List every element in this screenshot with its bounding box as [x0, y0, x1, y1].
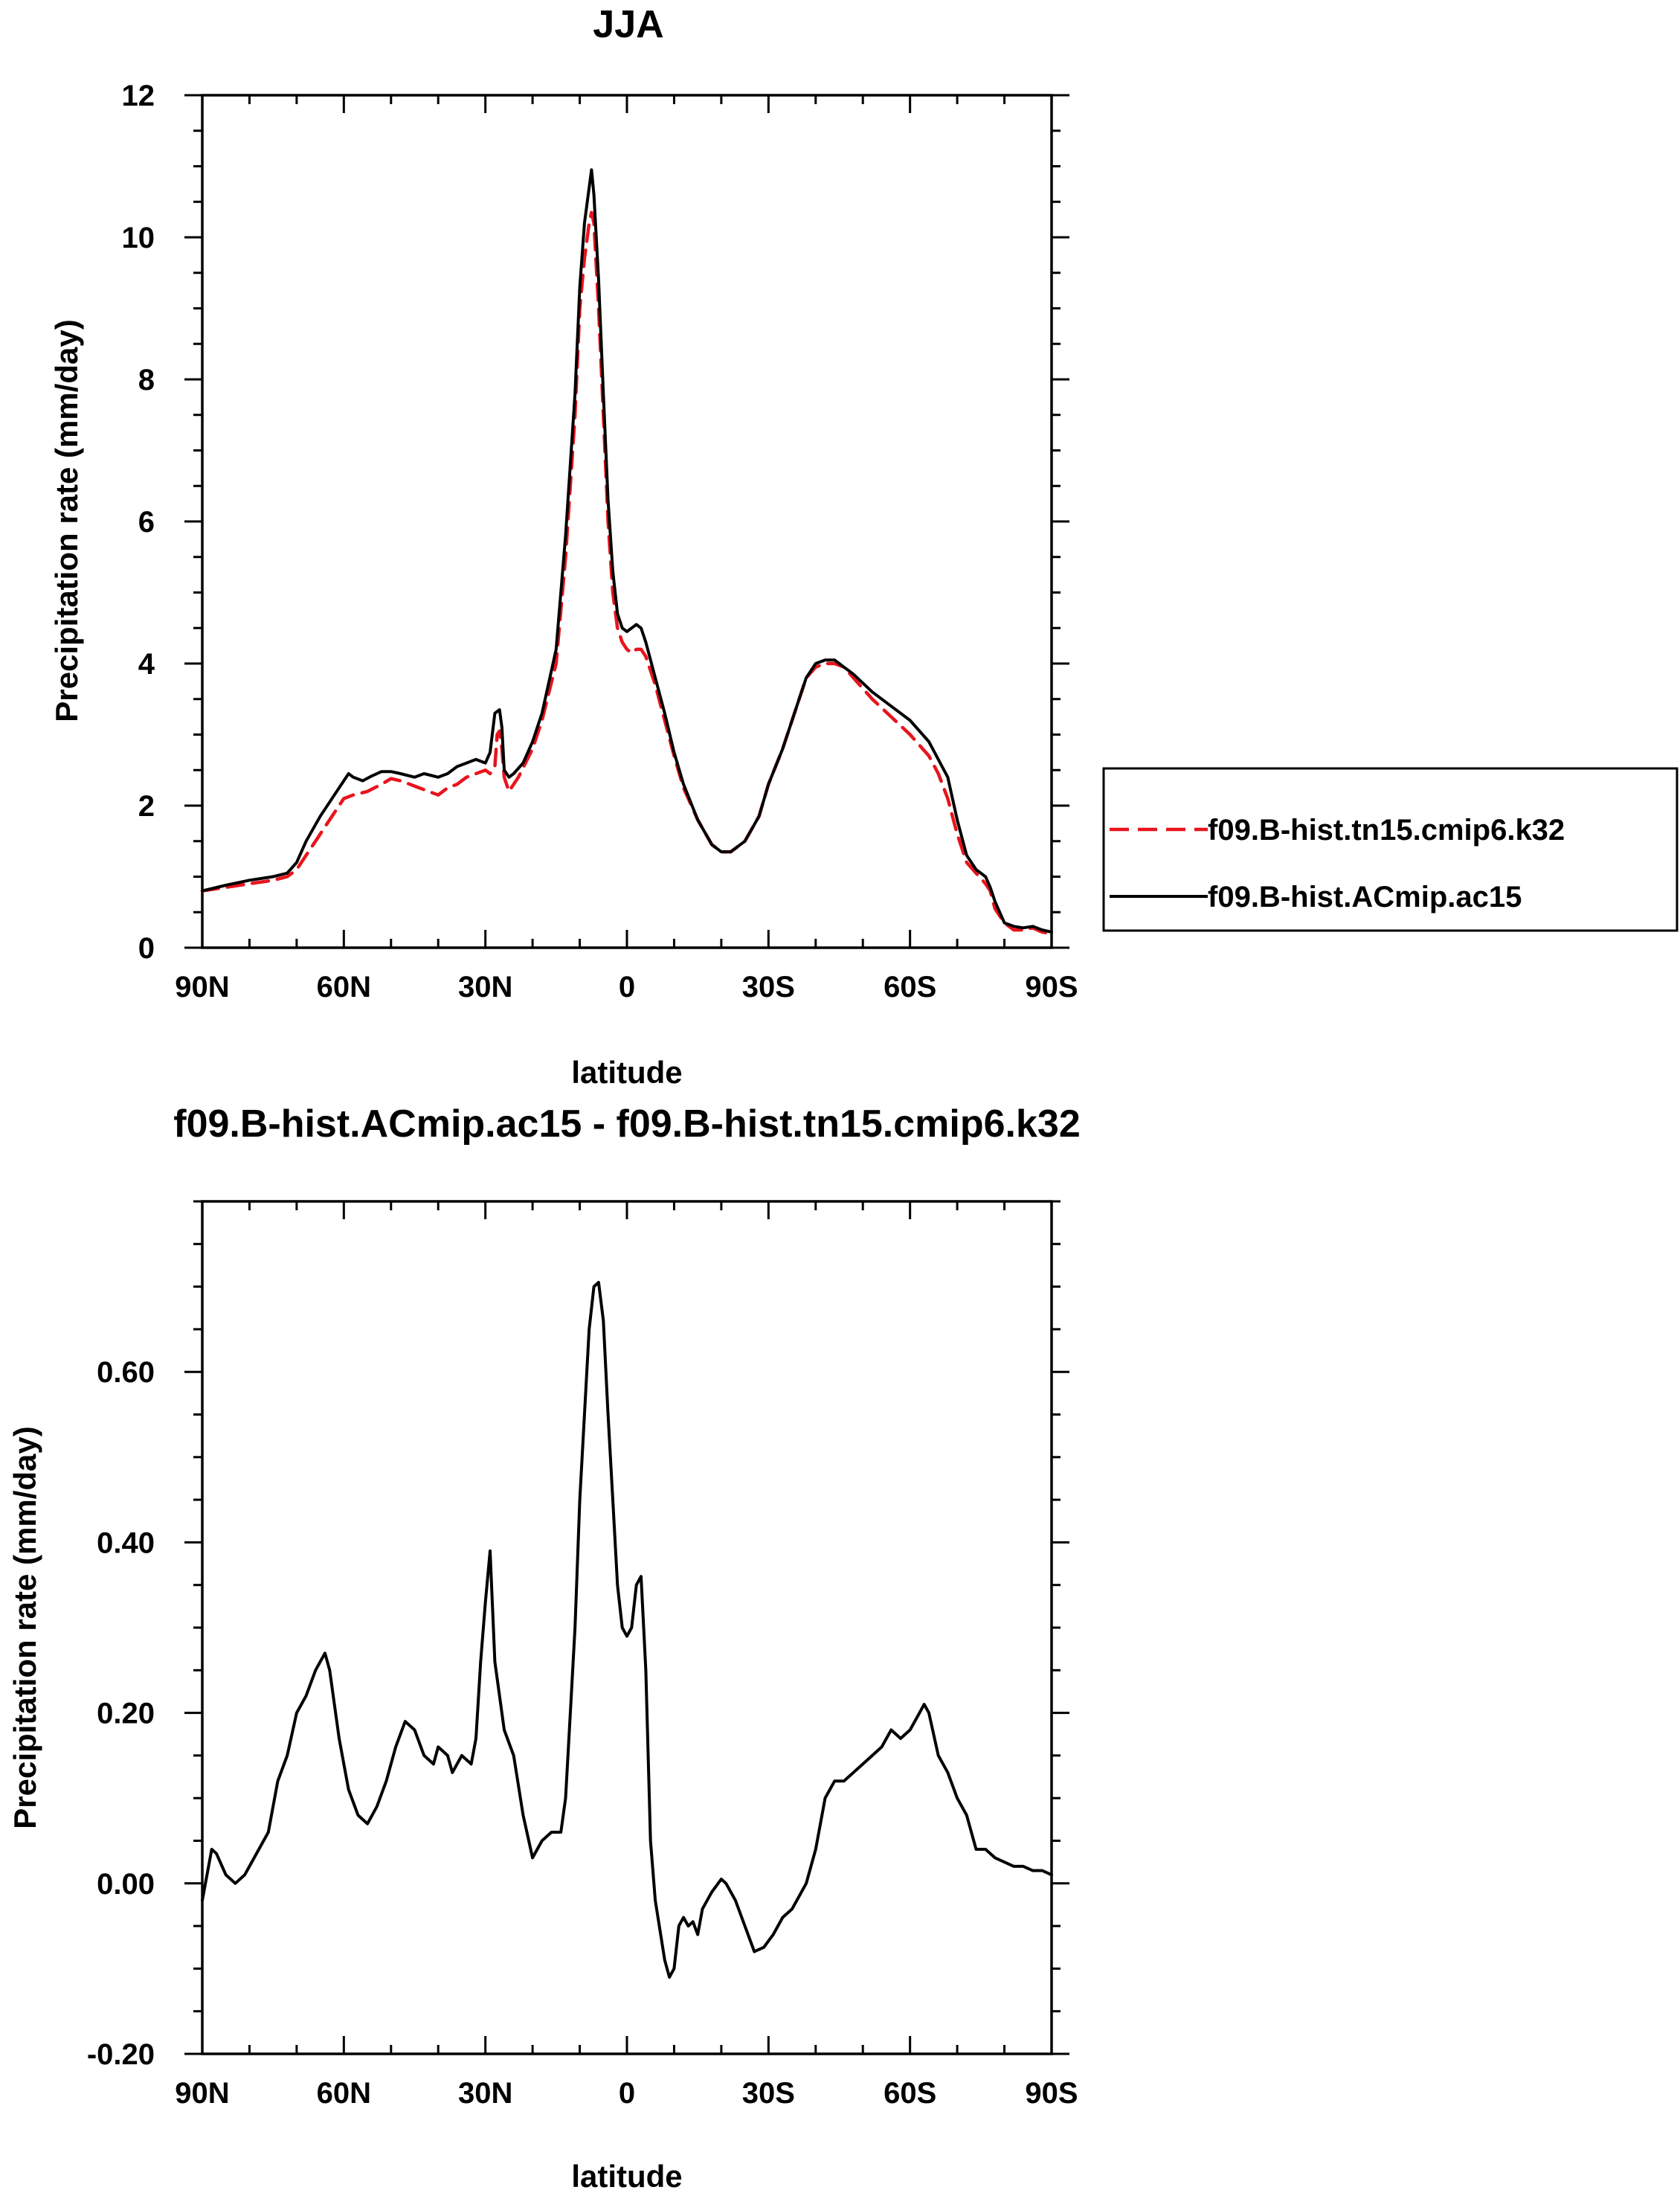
- x-tick-label: 90N: [175, 2077, 229, 2110]
- x-tick-label: 90S: [1025, 2077, 1078, 2110]
- legend-box: [1102, 767, 1679, 932]
- top-axis-ticks: [184, 94, 1069, 949]
- x-tick-label: 30N: [458, 2077, 512, 2110]
- series-line-0: [201, 1280, 1053, 1979]
- x-tick-label: 90S: [1025, 971, 1078, 1004]
- y-tick-label: 0: [138, 932, 155, 965]
- x-tick-label: 60S: [884, 971, 936, 1004]
- y-tick-label: 0.00: [97, 1868, 155, 1901]
- x-tick-label: 30N: [458, 971, 512, 1004]
- bottom-x-axis-label: latitude: [571, 2159, 682, 2190]
- x-tick-label: 0: [619, 2077, 635, 2110]
- y-tick-label: 8: [138, 364, 155, 396]
- legend: f09.B-hist.tn15.cmip6.k32 f09.B-hist.ACm…: [1102, 767, 1679, 932]
- y-tick-label: -0.20: [87, 2038, 155, 2071]
- bottom-tick-labels: 90N 60N 30N 0 30S 60S 90S -0.20 0.00 0.20 0.40 0.60: [87, 1356, 1078, 2110]
- y-tick-label: 0.60: [97, 1356, 155, 1389]
- x-tick-label: 60S: [884, 2077, 936, 2110]
- top-y-axis-label: Precipitation rate (mm/day): [49, 319, 84, 722]
- bottom-y-axis-label: Precipitation rate (mm/day): [7, 1426, 42, 1828]
- y-tick-label: 12: [122, 80, 155, 112]
- legend-label-tn15: f09.B-hist.tn15.cmip6.k32: [1208, 814, 1565, 847]
- x-tick-label: 60N: [317, 2077, 371, 2110]
- top-x-axis-label: latitude: [571, 1055, 682, 1090]
- y-tick-label: 4: [138, 648, 155, 681]
- x-tick-label: 30S: [742, 2077, 795, 2110]
- x-tick-label: 90N: [175, 971, 229, 1004]
- series-line-0: [200, 211, 1054, 936]
- series-line-1: [201, 168, 1053, 934]
- bottom-chart-title: f09.B-hist.ACmip.ac15 - f09.B-hist.tn15.…: [173, 1102, 1081, 1146]
- bottom-series: [201, 1280, 1053, 1979]
- legend-label-acmip: f09.B-hist.ACmip.ac15: [1208, 881, 1522, 913]
- x-tick-label: 60N: [317, 971, 371, 1004]
- top-series: [200, 168, 1054, 936]
- y-tick-label: 2: [138, 790, 155, 823]
- y-tick-label: 6: [138, 506, 155, 539]
- y-tick-label: 0.40: [97, 1526, 155, 1559]
- top-panel: JJA 90N 60N 30N 0 30S 60S 90S 0 2 4 6 8 10 12 latitud…: [49, 3, 1679, 1090]
- x-tick-label: 0: [619, 971, 635, 1004]
- x-tick-label: 30S: [742, 971, 795, 1004]
- bottom-plot-frame: [201, 1200, 1053, 2055]
- bottom-panel: f09.B-hist.ACmip.ac15 - f09.B-hist.tn15.…: [7, 1102, 1081, 2190]
- bottom-axis-ticks: [184, 1200, 1069, 2055]
- y-tick-label: 0.20: [97, 1698, 155, 1730]
- top-tick-labels: 90N 60N 30N 0 30S 60S 90S 0 2 4 6 8 10 12: [122, 80, 1078, 1004]
- top-chart-title: JJA: [593, 3, 663, 46]
- y-tick-label: 10: [122, 222, 155, 254]
